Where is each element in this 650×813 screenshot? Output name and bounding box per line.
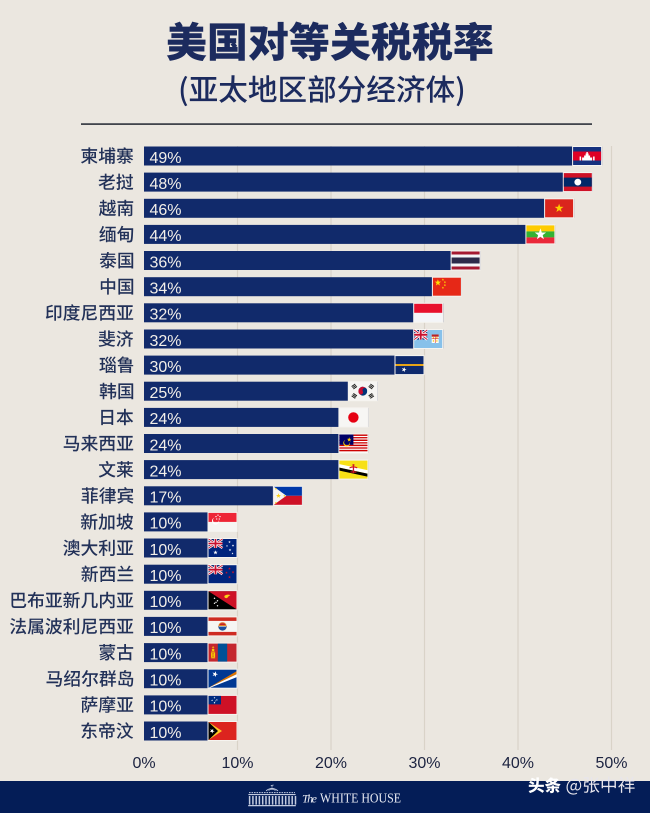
svg-text:0%: 0% — [132, 755, 155, 772]
svg-text:34%: 34% — [150, 281, 182, 298]
svg-text:44%: 44% — [150, 228, 182, 245]
svg-text:24%: 24% — [150, 463, 182, 480]
svg-text:40%: 40% — [502, 755, 534, 772]
svg-text:WHITE HOUSE: WHITE HOUSE — [320, 791, 401, 806]
svg-text:50%: 50% — [595, 755, 627, 772]
svg-text:10%: 10% — [150, 699, 182, 716]
svg-text:32%: 32% — [150, 307, 182, 324]
svg-text:10%: 10% — [221, 755, 253, 772]
svg-text:32%: 32% — [150, 333, 182, 350]
svg-text:The: The — [302, 792, 318, 806]
svg-text:30%: 30% — [150, 359, 182, 376]
svg-text:10%: 10% — [150, 542, 182, 559]
svg-text:49%: 49% — [150, 150, 182, 167]
svg-text:36%: 36% — [150, 254, 182, 271]
svg-text:10%: 10% — [150, 673, 182, 690]
svg-text:30%: 30% — [408, 755, 440, 772]
svg-text:10%: 10% — [150, 620, 182, 637]
svg-text:10%: 10% — [150, 568, 182, 585]
svg-text:24%: 24% — [150, 411, 182, 428]
svg-text:10%: 10% — [150, 516, 182, 533]
svg-text:25%: 25% — [150, 385, 182, 402]
svg-text:46%: 46% — [150, 202, 182, 219]
svg-text:24%: 24% — [150, 437, 182, 454]
svg-text:48%: 48% — [150, 176, 182, 193]
svg-text:20%: 20% — [315, 755, 347, 772]
svg-text:10%: 10% — [150, 594, 182, 611]
svg-text:17%: 17% — [150, 490, 182, 507]
svg-text:10%: 10% — [150, 725, 182, 742]
svg-text:10%: 10% — [150, 646, 182, 663]
